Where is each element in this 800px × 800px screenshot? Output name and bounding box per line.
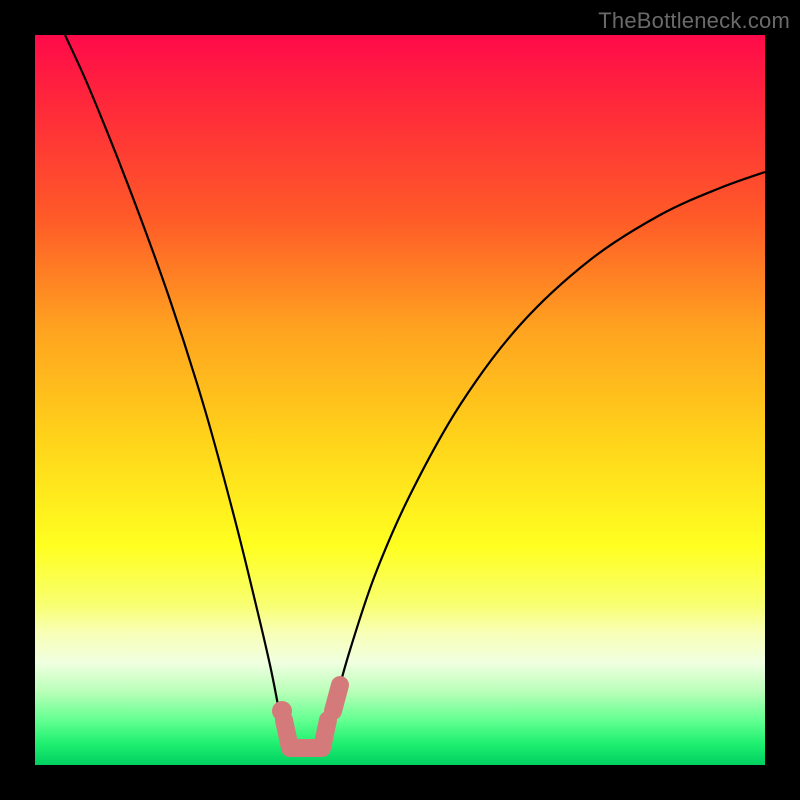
watermark-text: TheBottleneck.com (598, 8, 790, 34)
plot-background (35, 35, 765, 765)
bottleneck-chart (0, 0, 800, 800)
accent-tick (333, 685, 340, 711)
